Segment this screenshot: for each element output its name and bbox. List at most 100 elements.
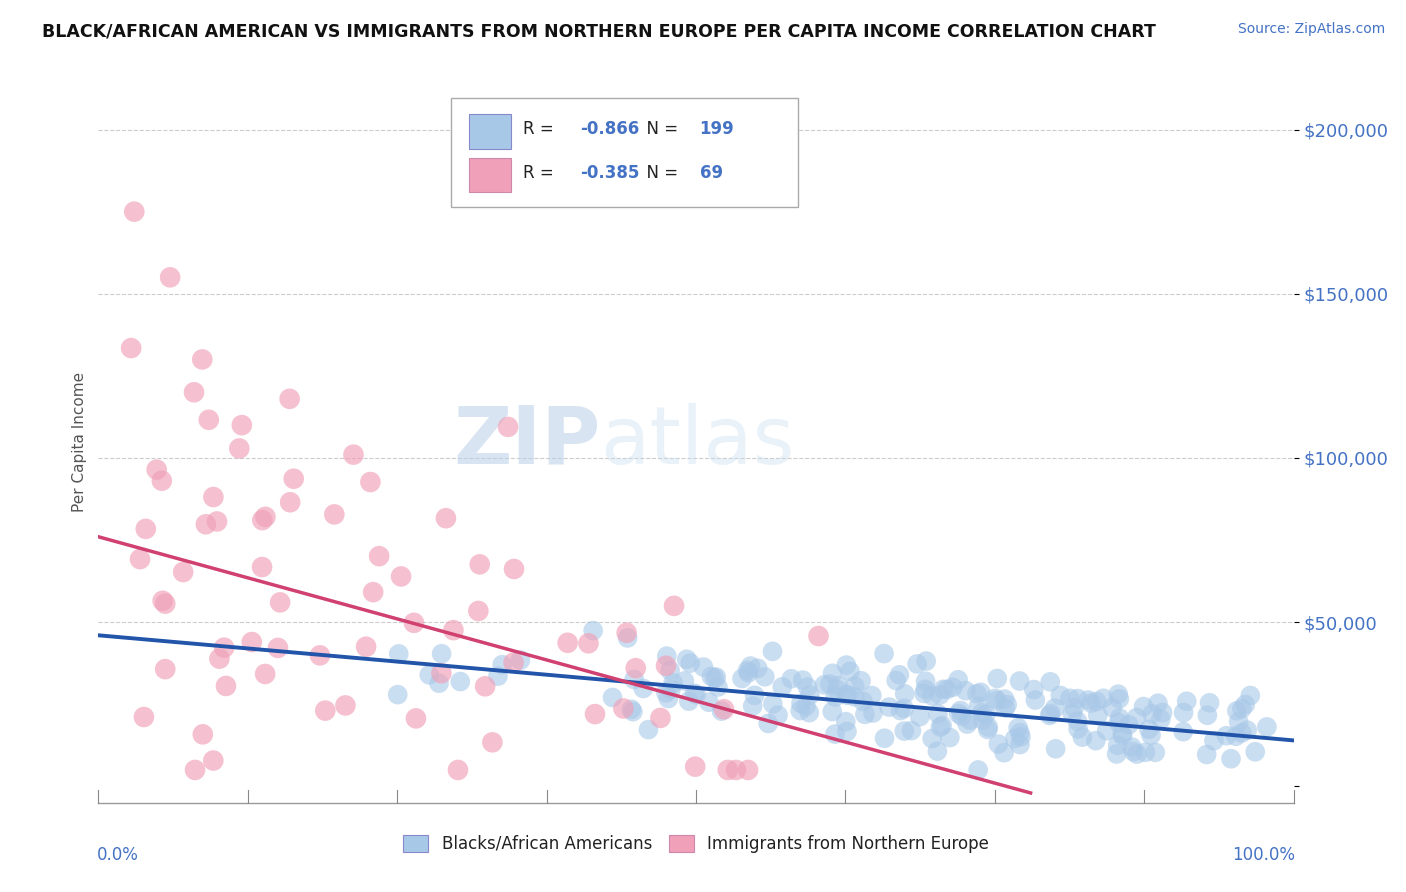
Point (770, 680, 793, 694)
Point (950, 709, 973, 723)
Point (893, 724, 915, 739)
Point (657, 691, 679, 706)
Point (948, 706, 970, 721)
Point (744, 689, 766, 703)
Point (974, 707, 997, 722)
Point (929, 720, 952, 734)
Point (1137, 723, 1160, 737)
Point (427, 676, 450, 690)
Point (620, 702, 643, 716)
Point (1049, 689, 1071, 703)
Point (1080, 696, 1102, 710)
Point (474, 679, 496, 693)
Text: Source: ZipAtlas.com: Source: ZipAtlas.com (1237, 22, 1385, 37)
Point (737, 664, 759, 678)
Point (914, 682, 936, 697)
Point (835, 714, 858, 729)
Point (582, 624, 605, 638)
Point (1066, 714, 1088, 728)
Point (659, 664, 682, 678)
Point (1230, 726, 1253, 740)
Point (269, 595, 291, 609)
Point (977, 720, 1000, 734)
Point (557, 636, 579, 650)
Point (905, 657, 928, 671)
Point (1107, 687, 1129, 701)
Point (1236, 723, 1258, 738)
Point (208, 651, 231, 665)
Point (1202, 733, 1225, 747)
Point (824, 727, 846, 741)
FancyBboxPatch shape (470, 158, 510, 193)
Point (813, 678, 835, 692)
Point (731, 672, 754, 686)
Point (503, 562, 526, 576)
Legend: Blacks/African Americans, Immigrants from Northern Europe: Blacks/African Americans, Immigrants fro… (396, 828, 995, 860)
Text: -0.866: -0.866 (581, 120, 640, 138)
Point (853, 707, 876, 722)
Point (824, 690, 846, 704)
Point (1122, 745, 1144, 759)
Point (966, 687, 988, 701)
Point (502, 656, 524, 670)
Point (252, 513, 274, 527)
Point (389, 569, 412, 583)
Point (844, 690, 866, 704)
Point (481, 735, 503, 749)
Point (679, 656, 702, 670)
Point (1227, 714, 1250, 729)
Point (1234, 698, 1257, 712)
Point (662, 599, 685, 613)
Point (835, 724, 858, 739)
Point (790, 697, 813, 711)
Point (1008, 725, 1031, 739)
Point (780, 672, 803, 686)
Point (986, 672, 1008, 686)
Point (129, 552, 152, 566)
Point (583, 707, 606, 722)
Point (970, 685, 993, 699)
Point (1045, 741, 1067, 756)
Point (278, 495, 301, 509)
Point (655, 658, 678, 673)
Point (825, 682, 848, 697)
Point (602, 690, 624, 705)
Point (135, 522, 157, 536)
Point (150, 474, 173, 488)
Point (1085, 694, 1108, 708)
FancyBboxPatch shape (470, 114, 510, 149)
Point (1010, 730, 1032, 744)
Point (486, 669, 509, 683)
Point (849, 673, 872, 688)
Point (1071, 730, 1094, 744)
Text: 0.0%: 0.0% (97, 847, 139, 864)
Point (368, 549, 391, 563)
Point (1144, 745, 1167, 759)
Point (852, 694, 875, 708)
Point (1256, 720, 1278, 734)
Point (655, 649, 678, 664)
Point (1111, 726, 1133, 740)
Point (1225, 729, 1247, 743)
Point (612, 701, 634, 715)
Point (1226, 704, 1249, 718)
Point (889, 668, 911, 682)
Point (1105, 747, 1128, 761)
Point (799, 688, 821, 702)
Point (1220, 752, 1243, 766)
Point (314, 704, 336, 718)
Point (1125, 711, 1147, 725)
Point (215, 679, 238, 693)
Text: N =: N = (636, 120, 683, 138)
Point (762, 697, 785, 711)
Point (405, 711, 427, 725)
Point (361, 585, 384, 599)
Point (756, 716, 779, 731)
Point (1059, 691, 1081, 706)
Point (155, 597, 177, 611)
Point (159, 270, 181, 285)
Point (1095, 723, 1118, 738)
Point (747, 661, 769, 675)
Point (1135, 745, 1157, 759)
Point (921, 689, 943, 703)
